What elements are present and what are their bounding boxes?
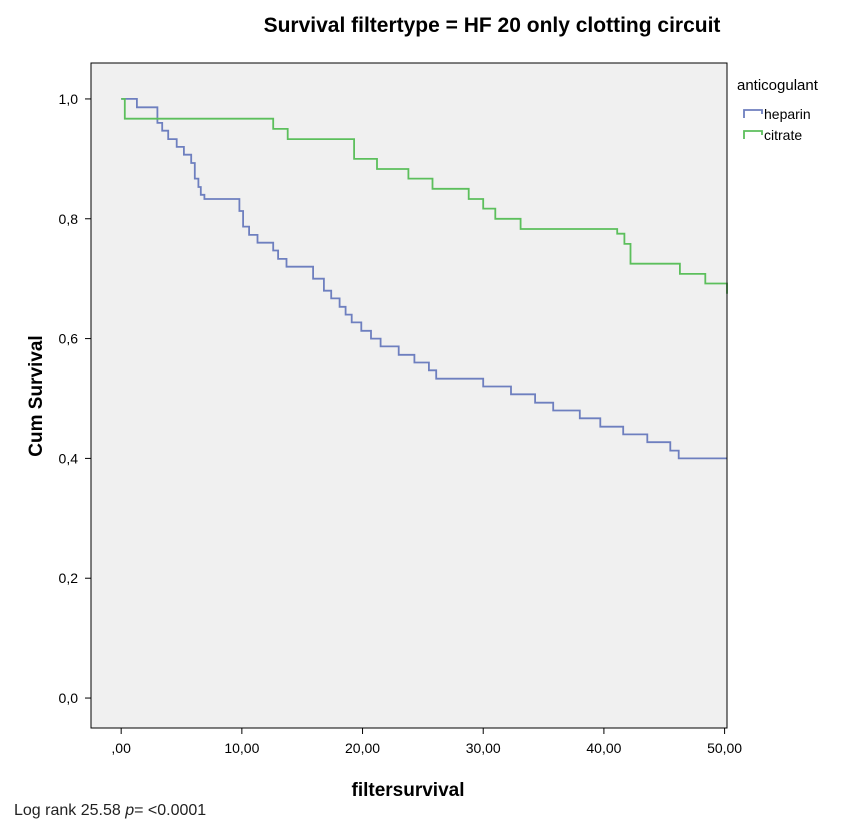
x-tick-label: 30,00: [466, 740, 501, 756]
survival-curves: [121, 98, 728, 460]
y-axis-label: Cum Survival: [26, 335, 47, 456]
footnote-suffix: = <0.0001: [134, 802, 207, 819]
x-tick-label: 10,00: [224, 740, 259, 756]
chart-title: Survival filtertype = HF 20 only clottin…: [264, 14, 721, 37]
x-axis-label: filtersurvival: [352, 780, 465, 801]
legend-swatch-heparin: [743, 109, 763, 118]
x-tick-label: 40,00: [586, 740, 621, 756]
legend-title: anticogulant: [737, 77, 819, 94]
y-tick-label: 0,6: [59, 331, 79, 347]
legend: anticogulant heparin citrate: [737, 77, 819, 143]
x-tick-label: ,00: [111, 740, 131, 756]
log-rank-footnote: Log rank 25.58 p= <0.0001: [14, 802, 206, 820]
x-tick-label: 20,00: [345, 740, 380, 756]
x-tick-label: 50,00: [707, 740, 742, 756]
footnote-prefix: Log rank 25.58: [14, 802, 126, 819]
legend-label-citrate: citrate: [764, 127, 802, 143]
plot-frame: [90, 62, 728, 729]
footnote-p-symbol: p: [125, 802, 135, 819]
axes: ,00 10,00 20,00 30,00 40,00 50,00 0,0 0,2 0,4 0,6…: [59, 91, 743, 756]
plot-area: [91, 63, 727, 728]
y-tick-label: 0,0: [59, 690, 79, 706]
legend-swatch-citrate: [743, 130, 763, 139]
series-line-heparin: [121, 98, 727, 460]
y-tick-label: 0,2: [59, 570, 79, 586]
legend-label-heparin: heparin: [764, 106, 811, 122]
y-tick-label: 1,0: [59, 91, 79, 107]
y-tick-label: 0,4: [59, 450, 79, 466]
series-line-citrate: [121, 98, 728, 294]
y-tick-label: 0,8: [59, 211, 79, 227]
